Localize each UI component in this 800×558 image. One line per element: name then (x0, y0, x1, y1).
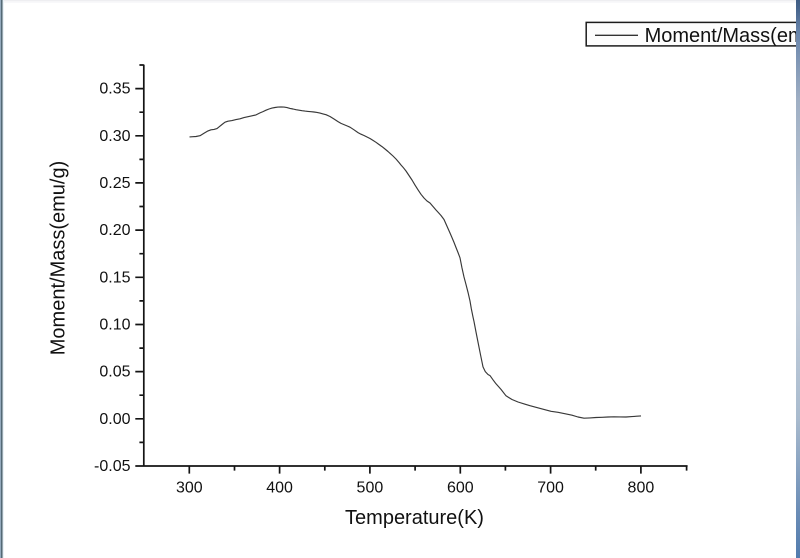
svg-text:300: 300 (176, 479, 203, 496)
svg-text:800: 800 (628, 479, 655, 496)
svg-text:0.10: 0.10 (99, 317, 130, 334)
svg-text:-0.05: -0.05 (94, 458, 131, 475)
svg-text:0.30: 0.30 (99, 128, 130, 145)
svg-text:0.15: 0.15 (99, 269, 130, 286)
svg-text:400: 400 (266, 479, 293, 496)
svg-text:0.20: 0.20 (99, 222, 130, 239)
svg-text:700: 700 (537, 479, 564, 496)
svg-text:0.00: 0.00 (99, 411, 130, 428)
svg-text:Moment/Mass(emu/g): Moment/Mass(emu/g) (645, 25, 800, 47)
svg-text:0.35: 0.35 (99, 81, 130, 98)
svg-text:500: 500 (357, 479, 384, 496)
svg-text:0.05: 0.05 (99, 364, 130, 381)
svg-text:Moment/Mass(emu/g): Moment/Mass(emu/g) (47, 161, 69, 356)
svg-text:0.25: 0.25 (99, 175, 130, 192)
svg-text:600: 600 (447, 479, 474, 496)
svg-text:Temperature(K): Temperature(K) (345, 507, 484, 529)
